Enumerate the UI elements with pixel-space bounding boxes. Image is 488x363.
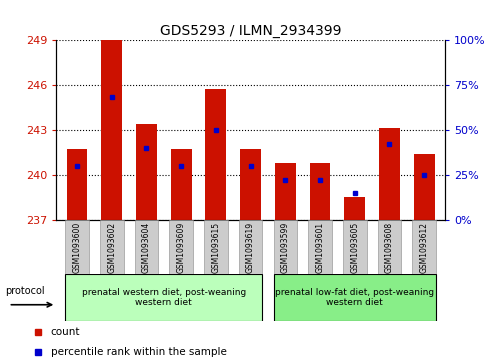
Bar: [136, 124, 157, 220]
Text: count: count: [51, 327, 80, 337]
Text: GSM1093600: GSM1093600: [72, 222, 81, 273]
Bar: [273, 220, 297, 274]
Bar: [273, 274, 435, 321]
Bar: [203, 220, 227, 274]
Text: GSM1093615: GSM1093615: [211, 222, 220, 273]
Bar: [378, 128, 399, 220]
Bar: [307, 220, 331, 274]
Text: GSM1093605: GSM1093605: [349, 222, 359, 273]
Bar: [134, 220, 158, 274]
Text: GSM1093612: GSM1093612: [419, 222, 428, 273]
Text: GSM1093599: GSM1093599: [280, 222, 289, 273]
Text: prenatal low-fat diet, post-weaning
western diet: prenatal low-fat diet, post-weaning west…: [275, 288, 433, 307]
Bar: [205, 89, 226, 220]
Text: GSM1093609: GSM1093609: [176, 222, 185, 273]
Text: percentile rank within the sample: percentile rank within the sample: [51, 347, 226, 357]
Text: GSM1093601: GSM1093601: [315, 222, 324, 273]
Bar: [66, 149, 87, 220]
Bar: [342, 220, 366, 274]
Bar: [169, 220, 193, 274]
Bar: [238, 220, 262, 274]
Bar: [65, 274, 262, 321]
Bar: [274, 163, 295, 220]
Text: GSM1093608: GSM1093608: [384, 222, 393, 273]
Bar: [413, 154, 434, 220]
Bar: [240, 149, 261, 220]
Title: GDS5293 / ILMN_2934399: GDS5293 / ILMN_2934399: [160, 24, 341, 37]
Bar: [101, 40, 122, 220]
Text: protocol: protocol: [5, 286, 45, 295]
Bar: [100, 220, 123, 274]
Bar: [65, 220, 89, 274]
Text: GSM1093602: GSM1093602: [107, 222, 116, 273]
Text: GSM1093604: GSM1093604: [142, 222, 151, 273]
Bar: [309, 163, 330, 220]
Text: GSM1093619: GSM1093619: [245, 222, 255, 273]
Bar: [344, 197, 365, 220]
Bar: [170, 149, 191, 220]
Bar: [377, 220, 401, 274]
Bar: [411, 220, 435, 274]
Text: prenatal western diet, post-weaning
western diet: prenatal western diet, post-weaning west…: [81, 288, 245, 307]
